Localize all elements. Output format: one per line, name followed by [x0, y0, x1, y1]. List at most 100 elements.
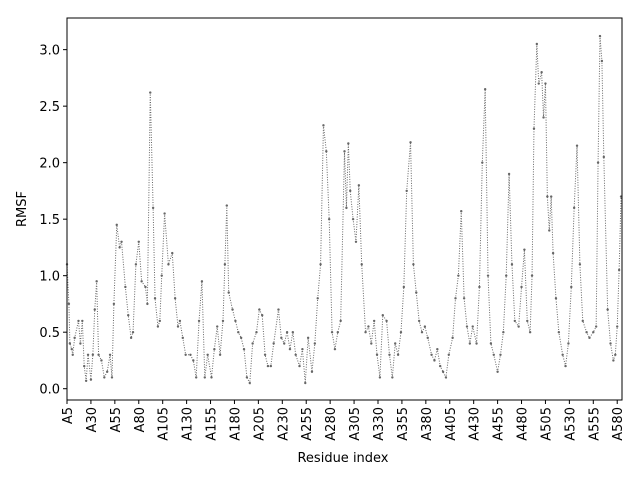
rmsf-point	[95, 280, 98, 283]
rmsf-point	[502, 330, 505, 334]
rmsf-point	[140, 280, 143, 283]
rmsf-point	[258, 308, 261, 311]
rmsf-point	[496, 370, 499, 373]
x-tick-label: A505	[539, 407, 554, 441]
rmsf-point	[561, 353, 564, 356]
x-tick-label: A580	[611, 407, 626, 441]
rmsf-point	[602, 155, 606, 159]
rmsf-point	[67, 302, 71, 306]
rmsf-point	[330, 330, 334, 334]
rmsf-point	[441, 370, 445, 373]
rmsf-point	[310, 370, 314, 373]
rmsf-point	[210, 376, 213, 379]
rmsf-point	[231, 308, 234, 311]
rmsf-point	[158, 319, 162, 323]
rmsf-point	[471, 325, 474, 328]
rmsf-point	[420, 330, 424, 334]
rmsf-point	[266, 364, 270, 368]
rmsf-point	[100, 359, 103, 362]
rmsf-point	[112, 302, 116, 306]
rmsf-point	[606, 308, 609, 311]
rmsf-point	[528, 330, 532, 334]
rmsf-point	[103, 376, 106, 379]
rmsf-line	[66, 36, 622, 385]
x-tick-label: A355	[396, 407, 411, 441]
rmsf-point	[115, 223, 118, 227]
rmsf-point	[462, 297, 466, 300]
rmsf-point	[189, 353, 192, 356]
rmsf-point	[242, 347, 246, 351]
rmsf-point	[146, 302, 149, 306]
rmsf-point	[322, 124, 325, 127]
rmsf-point	[218, 353, 222, 356]
rmsf-point	[396, 353, 400, 356]
rmsf-point	[598, 34, 602, 38]
rmsf-point	[304, 381, 307, 385]
rmsf-point	[549, 195, 553, 198]
x-tick-label: A330	[372, 407, 387, 441]
rmsf-point	[460, 210, 463, 213]
rmsf-point	[581, 319, 584, 323]
x-tick-label: A455	[492, 407, 507, 441]
y-tick-label: 2.0	[39, 157, 60, 172]
rmsf-point	[347, 142, 350, 145]
rmsf-point	[178, 319, 182, 323]
rmsf-point	[269, 364, 273, 368]
rmsf-point	[600, 59, 604, 63]
rmsf-point	[118, 246, 121, 249]
rmsf-point	[105, 370, 109, 373]
rmsf-point	[171, 251, 174, 255]
x-tick-label: A380	[420, 407, 435, 441]
rmsf-point	[144, 285, 147, 289]
rmsf-point	[120, 240, 123, 243]
rmsf-point	[594, 325, 598, 328]
rmsf-point	[572, 206, 576, 210]
rmsf-point	[108, 353, 112, 356]
x-tick-label: A205	[252, 407, 267, 441]
rmsf-point	[83, 364, 86, 368]
rmsf-point	[184, 353, 187, 356]
rmsf-point	[520, 285, 523, 289]
rmsf-point	[417, 319, 421, 323]
rmsf-point	[251, 342, 254, 345]
rmsf-point	[526, 319, 529, 323]
rmsf-point	[221, 319, 225, 323]
rmsf-point	[263, 353, 267, 356]
rmsf-point	[306, 336, 310, 340]
rmsf-point	[436, 347, 439, 351]
rmsf-point	[151, 206, 155, 210]
y-tick-label: 0.0	[39, 383, 60, 398]
rmsf-point	[129, 336, 133, 340]
rmsf-point	[570, 285, 573, 289]
rmsf-point	[388, 353, 391, 356]
rmsf-point	[372, 319, 376, 323]
rmsf-point	[578, 263, 582, 266]
rmsf-point	[554, 297, 558, 300]
rmsf-point	[426, 336, 429, 340]
rmsf-point	[360, 263, 363, 266]
rmsf-point	[93, 308, 96, 311]
rmsf-point	[343, 150, 346, 153]
rmsf-point	[160, 274, 163, 277]
x-tick-label: A155	[205, 407, 220, 441]
rmsf-point	[564, 364, 567, 368]
rmsf-point	[294, 353, 297, 356]
rmsf-point	[444, 376, 448, 379]
rmsf-point	[499, 353, 502, 356]
rmsf-point	[86, 353, 90, 356]
rmsf-point	[285, 330, 289, 334]
rmsf-point	[551, 251, 555, 255]
rmsf-point	[173, 297, 177, 300]
rmsf-point	[298, 364, 301, 368]
rmsf-point	[381, 314, 384, 317]
rmsf-point	[532, 127, 536, 130]
rmsf-point	[517, 325, 520, 328]
rmsf-point	[272, 342, 275, 345]
rmsf-point	[402, 285, 406, 289]
rmsf-point	[84, 379, 88, 382]
x-tick-label: A5	[61, 407, 76, 424]
rmsf-point	[567, 342, 570, 345]
rmsf-point	[176, 325, 180, 328]
rmsf-point	[327, 217, 331, 221]
